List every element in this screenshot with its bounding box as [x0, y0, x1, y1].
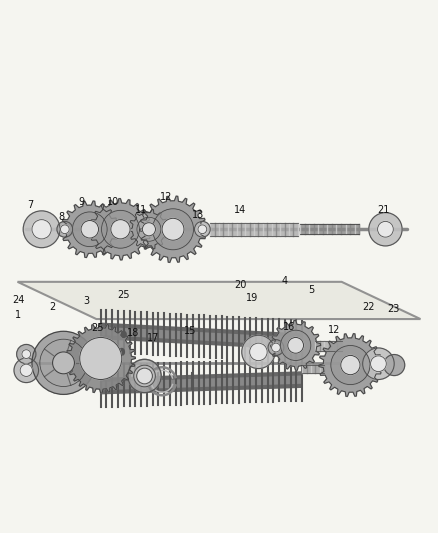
Text: 12: 12 — [328, 325, 340, 335]
Ellipse shape — [111, 220, 130, 239]
Text: 4: 4 — [282, 277, 288, 286]
Ellipse shape — [81, 221, 99, 238]
Text: 3: 3 — [84, 296, 90, 305]
Ellipse shape — [22, 350, 31, 359]
Ellipse shape — [122, 332, 126, 337]
Text: 25: 25 — [117, 290, 130, 300]
Text: 17: 17 — [147, 333, 159, 343]
Ellipse shape — [60, 225, 69, 233]
Ellipse shape — [53, 352, 74, 374]
Ellipse shape — [119, 349, 124, 356]
Polygon shape — [300, 224, 359, 234]
Ellipse shape — [134, 365, 155, 387]
Text: 12: 12 — [160, 192, 173, 203]
Ellipse shape — [250, 343, 267, 361]
Ellipse shape — [378, 221, 393, 237]
Text: 24: 24 — [12, 295, 25, 305]
Ellipse shape — [384, 354, 405, 376]
Ellipse shape — [14, 358, 39, 383]
Ellipse shape — [268, 340, 284, 356]
Text: 25: 25 — [91, 323, 103, 333]
Ellipse shape — [23, 211, 60, 248]
Ellipse shape — [341, 356, 360, 375]
Ellipse shape — [363, 348, 394, 379]
Polygon shape — [210, 223, 298, 236]
Ellipse shape — [102, 211, 139, 248]
Ellipse shape — [137, 368, 152, 384]
Text: 20: 20 — [235, 280, 247, 290]
Text: 23: 23 — [387, 304, 399, 313]
Text: 16: 16 — [283, 322, 295, 332]
Ellipse shape — [128, 359, 161, 393]
Text: 2: 2 — [49, 302, 56, 312]
Ellipse shape — [17, 344, 36, 364]
Polygon shape — [271, 320, 321, 370]
Ellipse shape — [137, 217, 161, 241]
Polygon shape — [129, 209, 169, 249]
Ellipse shape — [32, 332, 95, 394]
Ellipse shape — [142, 223, 155, 236]
Ellipse shape — [72, 212, 107, 247]
Polygon shape — [18, 282, 420, 319]
Polygon shape — [66, 324, 135, 393]
Ellipse shape — [152, 209, 194, 250]
Ellipse shape — [272, 343, 280, 352]
Ellipse shape — [194, 221, 210, 237]
Text: 18: 18 — [127, 328, 139, 338]
Text: 1: 1 — [15, 310, 21, 320]
Text: 15: 15 — [184, 326, 197, 336]
Ellipse shape — [242, 335, 275, 368]
Ellipse shape — [369, 213, 402, 246]
Ellipse shape — [280, 330, 311, 360]
Ellipse shape — [57, 221, 73, 237]
Text: 11: 11 — [135, 205, 147, 215]
Polygon shape — [315, 342, 342, 351]
Text: 19: 19 — [246, 293, 258, 303]
Text: 21: 21 — [377, 205, 389, 215]
Polygon shape — [319, 334, 382, 397]
Ellipse shape — [198, 225, 207, 233]
Text: 7: 7 — [28, 200, 34, 210]
Ellipse shape — [371, 356, 386, 372]
Ellipse shape — [331, 345, 370, 385]
Text: 8: 8 — [58, 212, 64, 222]
Polygon shape — [61, 201, 118, 257]
Ellipse shape — [80, 337, 122, 379]
Text: 14: 14 — [234, 205, 246, 215]
Text: 5: 5 — [308, 285, 314, 295]
Text: 9: 9 — [78, 197, 84, 207]
Ellipse shape — [32, 220, 51, 239]
Ellipse shape — [162, 219, 184, 240]
Polygon shape — [90, 199, 151, 260]
Polygon shape — [302, 366, 324, 374]
Ellipse shape — [288, 337, 304, 353]
Text: 10: 10 — [107, 197, 119, 207]
Text: 13: 13 — [192, 210, 204, 220]
Ellipse shape — [20, 364, 32, 376]
Polygon shape — [140, 196, 206, 262]
Text: 22: 22 — [363, 302, 375, 312]
